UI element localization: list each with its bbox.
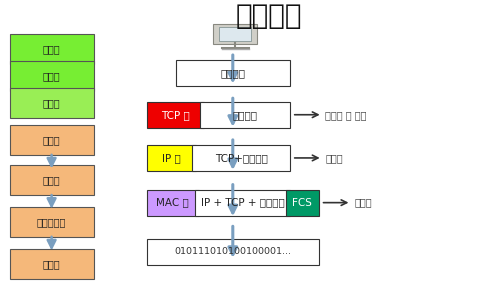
Text: 表示层: 表示层 <box>43 71 60 81</box>
FancyBboxPatch shape <box>10 34 94 64</box>
Text: IP 头: IP 头 <box>162 153 181 163</box>
FancyBboxPatch shape <box>176 60 290 86</box>
Text: FCS: FCS <box>292 198 312 208</box>
FancyBboxPatch shape <box>10 125 94 155</box>
FancyBboxPatch shape <box>147 102 204 128</box>
Text: MAC 头: MAC 头 <box>156 198 189 208</box>
Text: 应用层: 应用层 <box>43 44 60 54</box>
Text: 会话层: 会话层 <box>43 98 60 108</box>
FancyBboxPatch shape <box>10 165 94 195</box>
Text: 数据包: 数据包 <box>325 153 343 163</box>
FancyBboxPatch shape <box>10 249 94 279</box>
FancyBboxPatch shape <box>147 190 199 216</box>
FancyBboxPatch shape <box>286 190 319 216</box>
FancyBboxPatch shape <box>213 24 257 44</box>
FancyBboxPatch shape <box>219 27 251 41</box>
Text: 上层数据: 上层数据 <box>220 68 245 78</box>
Text: 数据帧: 数据帧 <box>354 198 372 208</box>
Text: 物理层: 物理层 <box>43 259 60 269</box>
FancyBboxPatch shape <box>195 190 290 216</box>
Text: 网络层: 网络层 <box>43 175 60 185</box>
FancyBboxPatch shape <box>147 239 319 265</box>
Text: IP + TCP + 上层数据: IP + TCP + 上层数据 <box>201 198 284 208</box>
Text: TCP 头: TCP 头 <box>161 110 190 120</box>
FancyBboxPatch shape <box>192 145 290 171</box>
FancyBboxPatch shape <box>147 145 196 171</box>
Text: TCP+上层数据: TCP+上层数据 <box>215 153 268 163</box>
FancyBboxPatch shape <box>200 102 290 128</box>
Text: 封装过程: 封装过程 <box>236 2 302 30</box>
Text: 上层数据: 上层数据 <box>232 110 257 120</box>
FancyBboxPatch shape <box>10 88 94 118</box>
Text: 010111010100100001...: 010111010100100001... <box>174 247 291 256</box>
Text: 传输层: 传输层 <box>43 135 60 145</box>
FancyBboxPatch shape <box>10 207 94 237</box>
Text: 数据链路层: 数据链路层 <box>37 217 66 227</box>
Text: 数据段 或 消息: 数据段 或 消息 <box>325 110 367 120</box>
FancyBboxPatch shape <box>10 61 94 91</box>
